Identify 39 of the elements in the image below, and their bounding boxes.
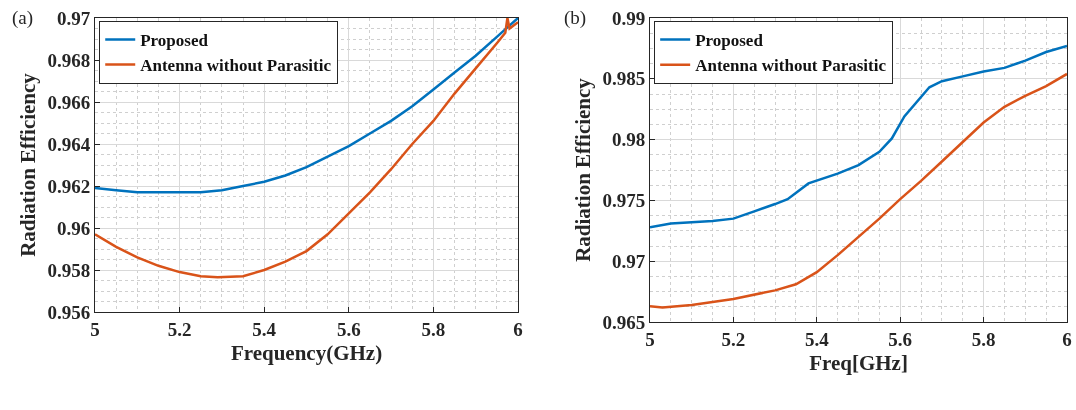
y-tick-label: 0.97: [611, 250, 646, 272]
x-tick-label: 5.6: [336, 318, 361, 340]
x-tick-label: 5.4: [252, 318, 277, 340]
text: (b): [564, 7, 587, 29]
x-tick-label: 5: [645, 328, 655, 350]
y-tick-label: 0.975: [602, 190, 646, 212]
y-tick-label: 0.965: [602, 311, 646, 333]
text: (a): [12, 7, 34, 29]
line-series: [95, 18, 518, 194]
y-tick-label: 0.964: [47, 133, 91, 155]
legend-label: Proposed: [695, 31, 764, 51]
line-series: [95, 18, 518, 279]
legend-label: Proposed: [140, 31, 209, 51]
y-tick-label: 0.98: [611, 129, 646, 151]
x-tick-label: 5.6: [888, 328, 913, 350]
legend-label: Antenna without Parasitic: [140, 56, 332, 76]
y-tick-label: 0.97: [56, 7, 91, 29]
x-tick-label: 5: [90, 318, 100, 340]
y-tick-label: 0.958: [47, 259, 91, 281]
line-series: [650, 72, 1067, 309]
legend-label: Antenna without Parasitic: [695, 56, 887, 76]
x-tick-label: 5.8: [421, 318, 446, 340]
y-tick-label: 0.99: [611, 7, 646, 29]
x-tick-label: 6: [513, 318, 523, 340]
x-axis-title: Freq[GHz]: [809, 351, 908, 375]
y-tick-label: 0.968: [47, 49, 91, 71]
x-tick-label: 5.2: [167, 318, 192, 340]
y-tick-label: 0.966: [47, 91, 91, 113]
x-axis-title: Frequency(GHz): [230, 341, 383, 365]
y-tick-label: 0.956: [47, 301, 91, 323]
x-tick-label: 6: [1062, 328, 1072, 350]
y-axis-title: Radiation Efficiency: [15, 72, 40, 257]
x-tick-label: 5.2: [721, 328, 746, 350]
y-tick-label: 0.962: [47, 175, 91, 197]
x-tick-label: 5.4: [804, 328, 830, 350]
x-tick-label: 5.8: [971, 328, 996, 350]
y-tick-label: 0.985: [602, 68, 646, 90]
y-axis-title: Radiation Efficiency: [570, 77, 595, 262]
y-tick-label: 0.96: [56, 217, 91, 239]
